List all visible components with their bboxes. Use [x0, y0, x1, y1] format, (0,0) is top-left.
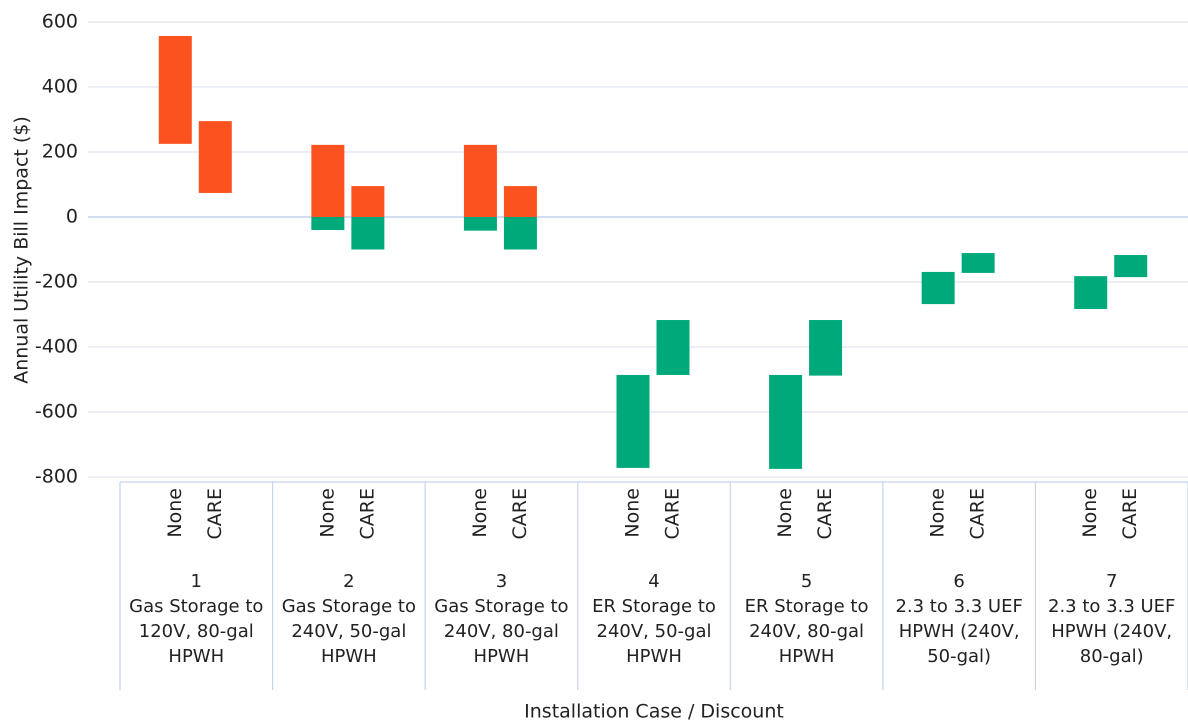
category-number: 6: [953, 571, 965, 592]
bar-negative: [809, 320, 843, 376]
category-name: 2.3 to 3.3 UEF HPWH (240V, 50-gal): [895, 596, 1023, 667]
category-number: 2: [343, 571, 355, 592]
bar-negative: [961, 253, 995, 273]
category-number: 4: [648, 571, 660, 592]
subcategory-label: None: [1079, 488, 1101, 538]
y-axis-title: Annual Utility Bill Impact ($): [11, 116, 33, 384]
y-tick-label: -600: [35, 401, 78, 423]
category-number: 7: [1105, 571, 1118, 592]
category-name: Gas Storage to 240V, 50-gal HPWH: [281, 596, 416, 667]
bar-negative: [1114, 255, 1148, 278]
y-tick-label: -400: [35, 336, 78, 358]
category-number: 5: [800, 571, 813, 592]
bar-positive: [503, 186, 537, 217]
subcategory-label: None: [164, 488, 186, 538]
bar-negative: [503, 217, 537, 250]
y-tick-label: -200: [35, 271, 78, 293]
y-tick-label: 600: [42, 11, 78, 33]
y-tick-label: 400: [42, 76, 78, 98]
category-label: 1 Gas Storage to 120V, 80-gal HPWH: [120, 569, 272, 669]
category-label: 2 Gas Storage to 240V, 50-gal HPWH: [273, 569, 425, 669]
bar-negative: [616, 374, 650, 468]
subcategory-label: None: [469, 488, 491, 538]
category-number: 1: [190, 571, 202, 592]
bar-negative: [921, 271, 955, 305]
bar-positive: [198, 121, 232, 193]
category-number: 3: [495, 571, 508, 592]
subcategory-label: CARE: [356, 488, 378, 539]
subcategory-label: CARE: [967, 488, 989, 539]
bar-positive: [463, 144, 497, 217]
bar-negative: [769, 374, 803, 469]
subcategory-label: CARE: [814, 488, 836, 539]
bar-negative: [311, 217, 345, 230]
y-tick-label: 0: [66, 206, 78, 228]
bar-negative: [351, 217, 385, 250]
category-name: 2.3 to 3.3 UEF HPWH (240V, 80-gal): [1048, 596, 1176, 667]
x-axis-title: Installation Case / Discount: [524, 701, 784, 723]
category-name: Gas Storage to 120V, 80-gal HPWH: [129, 596, 264, 667]
category-label: 3 Gas Storage to 240V, 80-gal HPWH: [425, 569, 577, 669]
subcategory-label: CARE: [509, 488, 531, 539]
bar-negative: [1074, 276, 1108, 309]
category-label: 5 ER Storage to 240V, 80-gal HPWH: [731, 569, 883, 669]
subcategory-label: CARE: [1119, 488, 1141, 539]
category-label: 4 ER Storage to 240V, 50-gal HPWH: [578, 569, 730, 669]
subcategory-label: None: [927, 488, 949, 538]
y-tick-label: 200: [42, 141, 78, 163]
category-label: 6 2.3 to 3.3 UEF HPWH (240V, 50-gal): [883, 569, 1035, 669]
bar-negative: [463, 217, 497, 231]
bar-positive: [158, 35, 192, 144]
category-name: ER Storage to 240V, 80-gal HPWH: [744, 596, 869, 667]
bar-positive: [351, 186, 385, 217]
category-label: 7 2.3 to 3.3 UEF HPWH (240V, 80-gal): [1036, 569, 1188, 669]
subcategory-label: CARE: [662, 488, 684, 539]
subcategory-label: None: [774, 488, 796, 538]
subcategory-label: None: [316, 488, 338, 538]
category-name: Gas Storage to 240V, 80-gal HPWH: [434, 596, 569, 667]
category-name: ER Storage to 240V, 50-gal HPWH: [592, 596, 716, 667]
bar-positive: [311, 144, 345, 217]
bar-negative: [656, 320, 690, 375]
subcategory-label: None: [622, 488, 644, 538]
y-tick-label: -800: [35, 466, 78, 488]
subcategory-label: CARE: [204, 488, 226, 539]
